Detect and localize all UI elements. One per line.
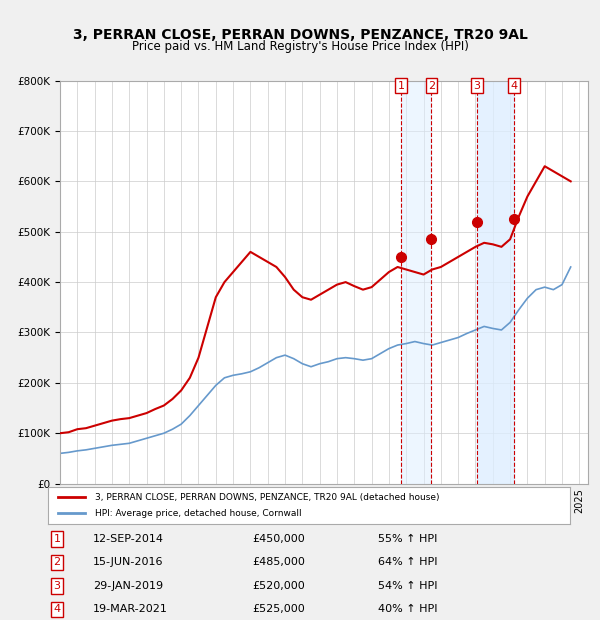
Text: £525,000: £525,000 bbox=[252, 604, 305, 614]
Text: HPI: Average price, detached house, Cornwall: HPI: Average price, detached house, Corn… bbox=[95, 509, 302, 518]
Bar bbox=[477, 81, 514, 484]
Text: £520,000: £520,000 bbox=[252, 581, 305, 591]
Text: 29-JAN-2019: 29-JAN-2019 bbox=[93, 581, 163, 591]
Text: 3, PERRAN CLOSE, PERRAN DOWNS, PENZANCE, TR20 9AL (detached house): 3, PERRAN CLOSE, PERRAN DOWNS, PENZANCE,… bbox=[95, 493, 439, 502]
Text: 2: 2 bbox=[53, 557, 61, 567]
Text: £485,000: £485,000 bbox=[252, 557, 305, 567]
Text: 1: 1 bbox=[53, 534, 61, 544]
Text: 55% ↑ HPI: 55% ↑ HPI bbox=[378, 534, 437, 544]
Text: 15-JUN-2016: 15-JUN-2016 bbox=[93, 557, 163, 567]
Text: Price paid vs. HM Land Registry's House Price Index (HPI): Price paid vs. HM Land Registry's House … bbox=[131, 40, 469, 53]
Text: 2: 2 bbox=[428, 81, 435, 91]
Text: 3: 3 bbox=[53, 581, 61, 591]
Text: 64% ↑ HPI: 64% ↑ HPI bbox=[378, 557, 437, 567]
Text: 4: 4 bbox=[511, 81, 517, 91]
Text: 40% ↑ HPI: 40% ↑ HPI bbox=[378, 604, 437, 614]
Text: 3: 3 bbox=[473, 81, 481, 91]
Text: 19-MAR-2021: 19-MAR-2021 bbox=[93, 604, 168, 614]
Text: 12-SEP-2014: 12-SEP-2014 bbox=[93, 534, 164, 544]
Bar bbox=[477, 81, 514, 484]
Text: 4: 4 bbox=[53, 604, 61, 614]
Text: 54% ↑ HPI: 54% ↑ HPI bbox=[378, 581, 437, 591]
Bar bbox=[401, 81, 431, 484]
Text: 3, PERRAN CLOSE, PERRAN DOWNS, PENZANCE, TR20 9AL: 3, PERRAN CLOSE, PERRAN DOWNS, PENZANCE,… bbox=[73, 28, 527, 42]
Text: £450,000: £450,000 bbox=[252, 534, 305, 544]
Text: 1: 1 bbox=[398, 81, 404, 91]
